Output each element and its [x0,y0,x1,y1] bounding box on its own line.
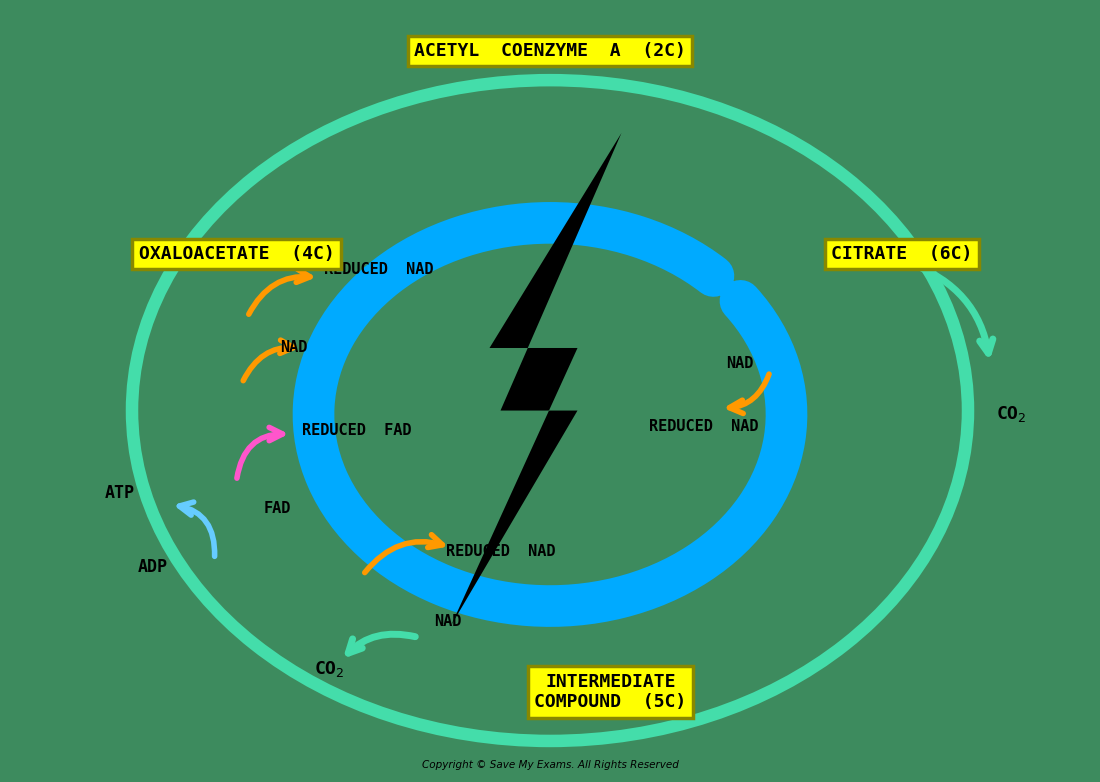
Text: CO$_2$: CO$_2$ [996,404,1026,425]
Text: ADP: ADP [138,558,167,576]
Text: NAD: NAD [434,614,462,630]
Text: REDUCED  FAD: REDUCED FAD [302,422,412,438]
Text: NAD: NAD [280,340,308,356]
Polygon shape [451,133,622,626]
Text: ATP: ATP [104,483,134,502]
Text: REDUCED  NAD: REDUCED NAD [649,418,759,434]
Text: REDUCED  NAD: REDUCED NAD [324,262,435,278]
Text: REDUCED  NAD: REDUCED NAD [446,543,556,559]
Text: CITRATE  (6C): CITRATE (6C) [832,245,972,264]
Text: INTERMEDIATE
COMPOUND  (5C): INTERMEDIATE COMPOUND (5C) [535,673,686,712]
Text: FAD: FAD [264,500,292,516]
Text: CO$_2$: CO$_2$ [314,658,344,679]
Text: NAD: NAD [726,356,754,371]
Text: ACETYL  COENZYME  A  (2C): ACETYL COENZYME A (2C) [414,41,686,60]
Text: OXALOACETATE  (4C): OXALOACETATE (4C) [139,245,334,264]
Text: Copyright © Save My Exams. All Rights Reserved: Copyright © Save My Exams. All Rights Re… [421,760,679,769]
